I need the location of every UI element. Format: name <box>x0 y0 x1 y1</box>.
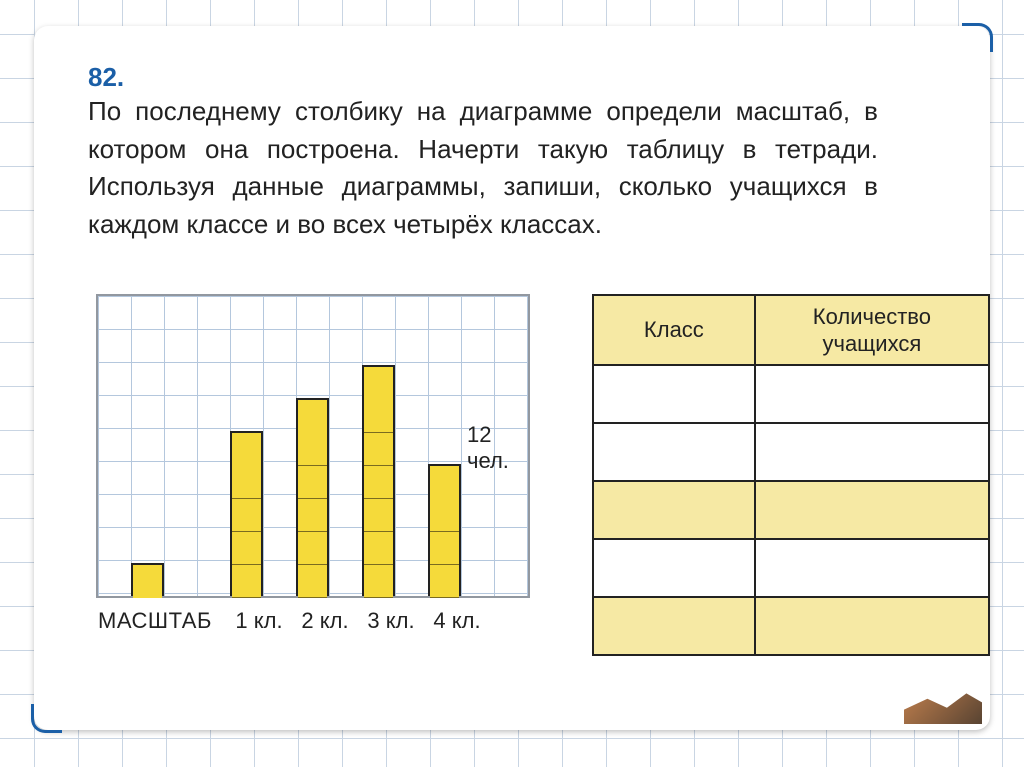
table-cell <box>755 365 989 423</box>
table-cell <box>593 539 755 597</box>
data-bar <box>428 464 461 596</box>
data-table: КлассКоличество учащихся <box>592 294 990 656</box>
data-bar <box>296 398 329 596</box>
chart-grid: 12 чел. <box>96 294 530 598</box>
decorative-corner <box>904 688 982 724</box>
data-bar <box>362 365 395 596</box>
table-cell <box>755 481 989 539</box>
bar-chart: 12 чел. МАСШТАБ1 кл.2 кл.3 кл.4 кл. <box>96 294 526 634</box>
table-cell <box>593 365 755 423</box>
page-card: 82. По последнему столбику на диаграмме … <box>34 26 990 730</box>
table-header: Количество учащихся <box>755 295 989 365</box>
x-axis-label: 4 кл. <box>424 608 490 634</box>
problem-text: По последнему столбику на диаграмме опре… <box>88 93 878 244</box>
chart-annotation: 12 чел. <box>467 422 528 474</box>
chart-x-axis: МАСШТАБ1 кл.2 кл.3 кл.4 кл. <box>96 608 526 634</box>
table-cell <box>755 423 989 481</box>
x-axis-label: 2 кл. <box>292 608 358 634</box>
scale-bar <box>131 563 164 596</box>
x-axis-label: 3 кл. <box>358 608 424 634</box>
problem-block: 82. По последнему столбику на диаграмме … <box>88 62 936 244</box>
x-axis-leader: МАСШТАБ <box>96 608 226 634</box>
table-cell <box>593 597 755 655</box>
table-cell <box>593 481 755 539</box>
data-bar <box>230 431 263 596</box>
table-cell <box>593 423 755 481</box>
x-axis-label: 1 кл. <box>226 608 292 634</box>
table-cell <box>755 597 989 655</box>
table-cell <box>755 539 989 597</box>
problem-number: 82. <box>88 62 142 93</box>
table-header: Класс <box>593 295 755 365</box>
